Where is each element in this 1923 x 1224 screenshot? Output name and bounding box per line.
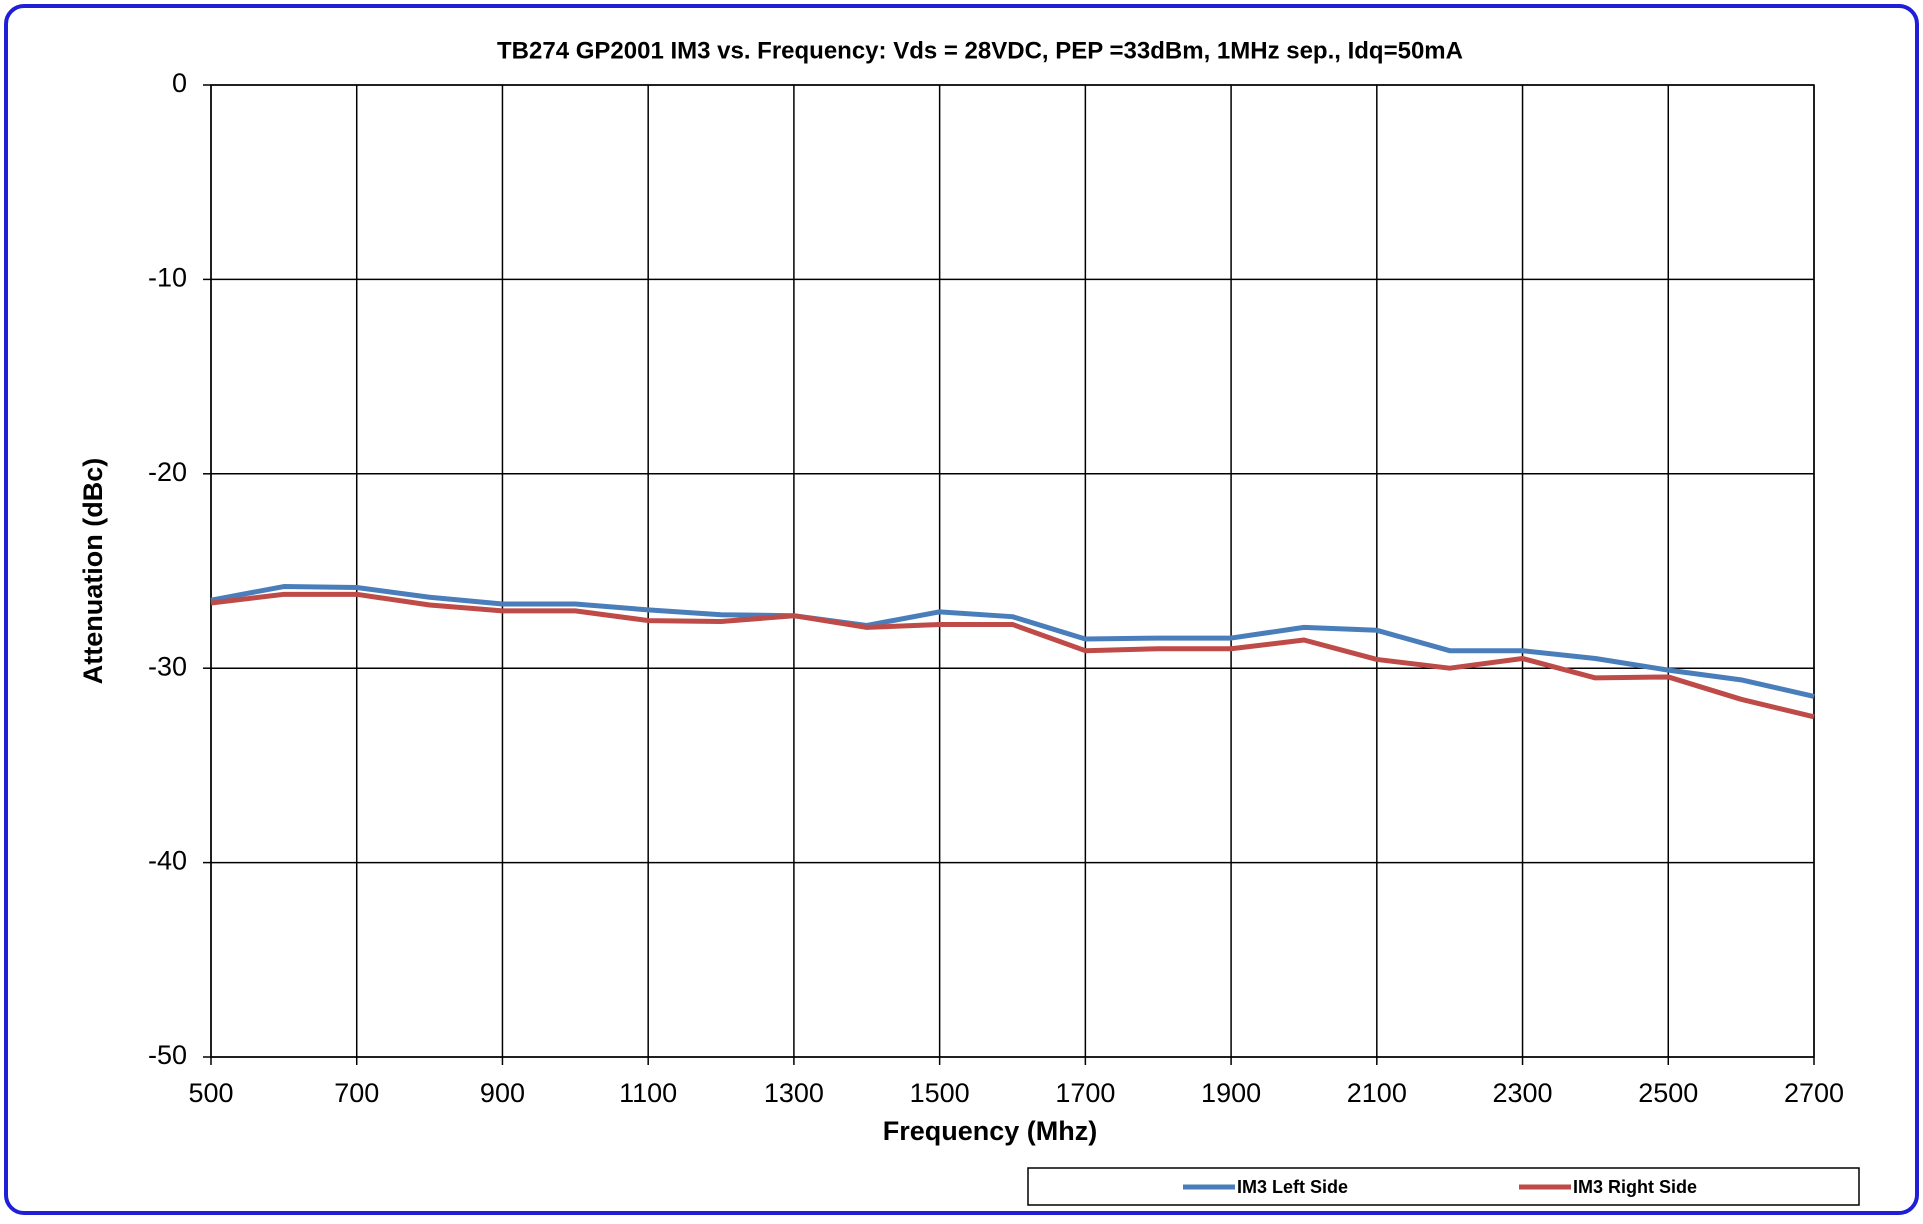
x-tick-label: 1700	[1055, 1078, 1115, 1108]
x-tick-label: 2500	[1638, 1078, 1698, 1108]
x-tick-label: 1100	[619, 1078, 677, 1108]
y-tick-label: -40	[148, 846, 187, 876]
legend-label: IM3 Left Side	[1237, 1177, 1348, 1197]
legend-box	[1027, 1167, 1860, 1206]
x-tick-label: 500	[188, 1078, 233, 1108]
legend-label: IM3 Right Side	[1573, 1177, 1697, 1197]
y-tick-label: -30	[148, 651, 187, 681]
x-tick-label: 1500	[910, 1078, 970, 1108]
x-tick-label: 900	[480, 1078, 525, 1108]
series-line	[210, 591, 1815, 720]
plot-area	[210, 84, 1815, 1058]
x-axis-label: Frequency (Mhz)	[883, 1116, 1098, 1146]
y-tick-label: -50	[148, 1040, 187, 1070]
x-tick-label: 2100	[1347, 1078, 1407, 1108]
x-tick-label: 1900	[1201, 1078, 1261, 1108]
x-tick-label: 2700	[1784, 1078, 1844, 1108]
x-tick-label: 700	[334, 1078, 379, 1108]
series-line	[210, 584, 1815, 699]
x-tick-label: 2300	[1493, 1078, 1553, 1108]
y-tick-label: 0	[172, 68, 187, 98]
chart-title: TB274 GP2001 IM3 vs. Frequency: Vds = 28…	[497, 37, 1463, 64]
y-axis-label: Attenuation (dBc)	[78, 458, 108, 684]
x-tick-label: 1300	[764, 1078, 824, 1108]
y-tick-label: -10	[148, 263, 187, 293]
y-tick-label: -20	[148, 457, 187, 487]
